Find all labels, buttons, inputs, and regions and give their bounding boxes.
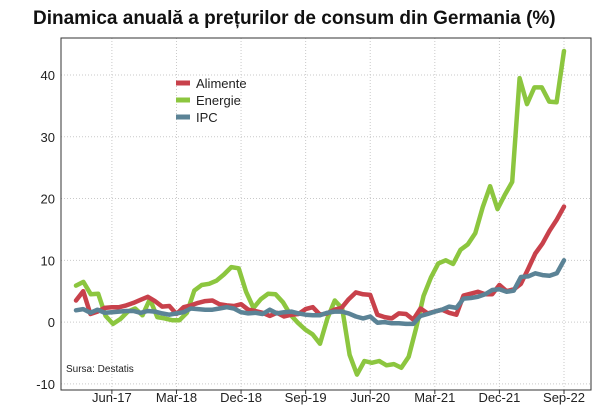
y-tick-label: 30: [41, 130, 55, 145]
series-line-energie: [73, 48, 567, 377]
legend-label-ipc: IPC: [196, 110, 218, 125]
x-tick-label: Dec-21: [478, 390, 520, 405]
legend-label-energie: Energie: [196, 93, 241, 108]
x-tick-label: Mar-18: [156, 390, 197, 405]
grid-lines: [61, 38, 591, 390]
y-tick-label: 10: [41, 253, 55, 268]
x-tick-label: Mar-21: [414, 390, 455, 405]
x-tick-label: Sep-19: [285, 390, 327, 405]
series-lines: [73, 48, 567, 377]
y-tick-label: 20: [41, 192, 55, 207]
y-tick-label: -10: [36, 377, 55, 392]
y-tick-label: 40: [41, 68, 55, 83]
x-tick-label: Dec-18: [220, 390, 262, 405]
y-tick-label: 0: [48, 315, 55, 330]
source-note: Sursa: Destatis: [66, 364, 134, 375]
legend-label-alimente: Alimente: [196, 76, 247, 91]
x-axis: Jun-17 Mar-18 Dec-18 Sep-19 Jun-20 Mar-21 Dec-…: [92, 390, 585, 405]
x-tick-label: Jun-17: [92, 390, 132, 405]
plot-frame: [60, 37, 592, 391]
legend: Alimente Energie IPC: [176, 76, 247, 125]
x-tick-label: Sep-22: [543, 390, 585, 405]
series-line-ipc: [73, 258, 567, 327]
y-axis: -10 0 10 20 30 40: [36, 68, 55, 392]
x-tick-label: Jun-20: [350, 390, 390, 405]
chart-title: Dinamica anuală a prețurilor de consum d…: [33, 8, 556, 29]
